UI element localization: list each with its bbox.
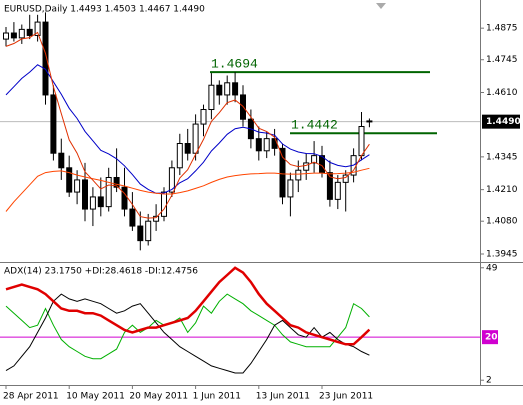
- candle-body-down: [232, 82, 239, 96]
- candle-body-up: [263, 138, 270, 152]
- y-tick-label: 1.4345: [486, 152, 518, 162]
- candle-body-up: [153, 215, 160, 222]
- y-tick-label: 2: [486, 376, 492, 386]
- candle-body-down: [97, 196, 104, 208]
- candle-body-up: [295, 169, 302, 181]
- shift-marker: [376, 3, 386, 9]
- candle-body-down: [184, 143, 191, 154]
- candle-body-up: [74, 179, 81, 193]
- x-tick-label: 20 May 2011: [129, 392, 188, 402]
- candle-body-up: [358, 126, 365, 157]
- y-tick-label: 1.4080: [486, 217, 518, 227]
- candle-body-down: [10, 32, 17, 39]
- moving-average: [5, 64, 370, 194]
- x-tick-label: 28 Apr 2011: [3, 392, 59, 402]
- candle-body-up: [192, 123, 199, 154]
- level-label: 1.4442: [291, 118, 338, 133]
- moving-average: [5, 167, 370, 212]
- candle-body-up: [3, 32, 9, 40]
- candle-body-down: [42, 21, 49, 96]
- level-label: 20: [485, 333, 498, 343]
- x-tick-label: 1 Jun 2011: [193, 392, 241, 402]
- candle-body-up: [89, 196, 96, 210]
- candle-body-down: [66, 167, 73, 193]
- level-label: 1.4694: [211, 57, 258, 72]
- x-tick-label: 23 Jun 2011: [319, 392, 373, 402]
- candle-body-down: [137, 225, 144, 242]
- candle-body-up: [145, 220, 152, 242]
- candle-body-down: [26, 28, 33, 36]
- candle-body-down: [113, 176, 120, 188]
- chart-title: EURUSD,Daily 1.4493 1.4503 1.4467 1.4490: [4, 5, 205, 15]
- candle-body-up: [168, 167, 175, 193]
- indicator-line: [5, 266, 371, 346]
- y-tick-label: 1.4745: [486, 55, 518, 65]
- y-tick-label: 49: [486, 263, 498, 273]
- candle-body-up: [208, 84, 215, 111]
- candle-body-down: [255, 138, 262, 152]
- y-tick-label: 1.3945: [486, 249, 518, 259]
- candle-body-down: [271, 138, 278, 149]
- candle-body-up: [334, 181, 341, 200]
- indicator-title: ADX(14) 23.1750 +DI:28.4618 -DI:12.4756: [4, 267, 198, 277]
- candle-body-down: [326, 172, 333, 200]
- candle-body-up: [311, 155, 318, 164]
- indicator-line: [5, 293, 370, 360]
- candle-body-up: [224, 82, 231, 96]
- candle-body-down: [50, 94, 57, 154]
- candle-body-down: [279, 147, 286, 198]
- candle-body-up: [176, 143, 183, 169]
- candle-body-up: [18, 28, 25, 39]
- last-price-box: [482, 114, 520, 129]
- candle-body-down: [121, 186, 128, 210]
- x-tick-label: 10 May 2011: [66, 392, 125, 402]
- candle-body-down: [216, 84, 223, 96]
- candle-body-up: [287, 179, 294, 198]
- y-tick-label: 1.4610: [486, 88, 518, 98]
- last-price-label: 1.4490: [486, 117, 521, 127]
- candle-body-up: [303, 162, 310, 171]
- candle-body-up: [161, 191, 167, 217]
- y-tick-label: 1.4210: [486, 185, 518, 195]
- level-box: [482, 330, 498, 345]
- candle-body-down: [82, 179, 88, 210]
- candle-body-down: [58, 152, 65, 169]
- candle-body-up: [34, 21, 41, 36]
- x-tick-label: 13 Jun 2011: [256, 392, 310, 402]
- candle-body-down: [129, 208, 136, 227]
- candle-body-down: [366, 120, 373, 123]
- candle-body-up: [200, 109, 207, 125]
- candle-body-up: [105, 176, 112, 208]
- moving-average: [5, 31, 370, 219]
- candle-body-up: [342, 174, 349, 183]
- y-tick-label: 1.4875: [486, 24, 518, 34]
